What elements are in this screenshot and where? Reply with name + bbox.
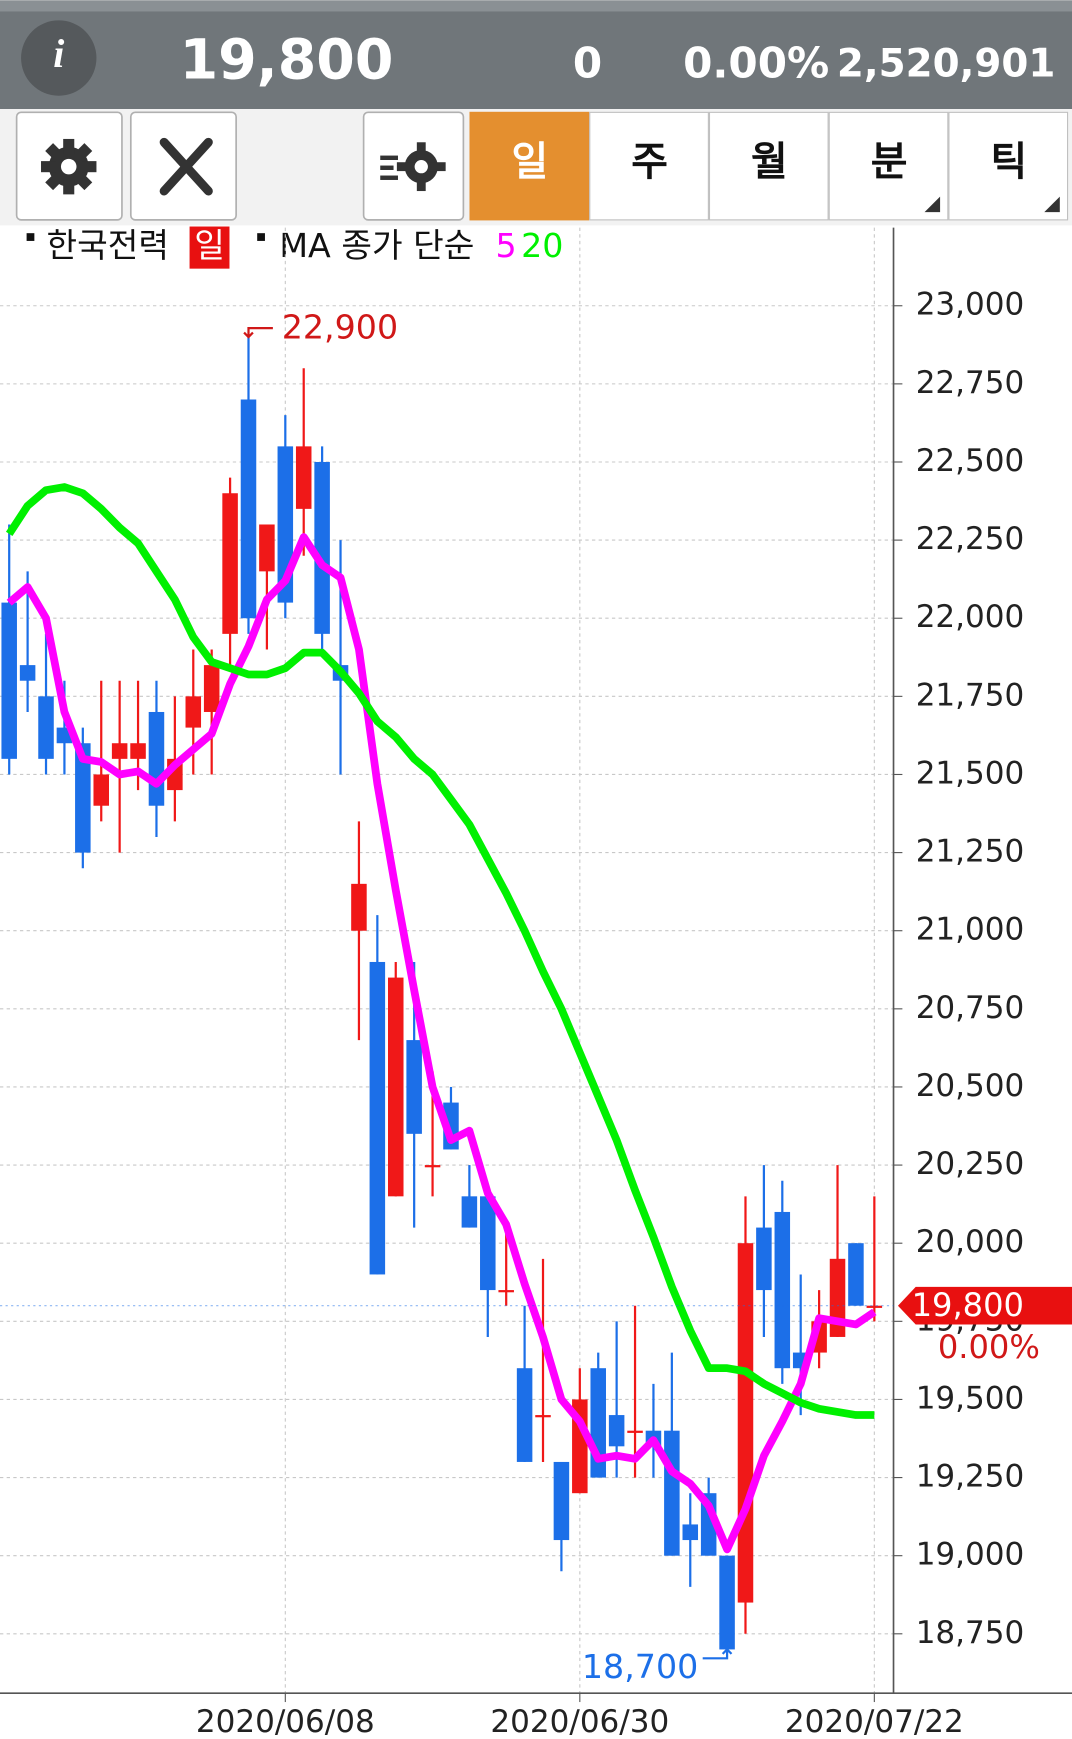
candle-body [756,1227,772,1291]
current-price: 19,800 [180,29,394,93]
y-tick-label: 20,750 [916,990,1025,1026]
chart-area [0,225,1072,1739]
candle-body [848,1243,864,1306]
y-tick-label: 22,750 [916,365,1025,401]
candle-body [295,446,312,509]
candle-body [608,1415,625,1447]
tab-label[interactable]: 틱 [990,139,1027,185]
candle-body [38,696,54,759]
candle-body [93,774,109,806]
tab-label[interactable]: 일 [512,139,549,185]
candle-body [222,493,238,634]
header-bar [0,0,1072,110]
x-tick-label: 2020/06/08 [196,1704,375,1739]
y-tick-label: 20,250 [916,1146,1025,1182]
y-tick-label: 21,250 [916,834,1025,870]
y-tick-label: 23,000 [916,287,1025,323]
candle-body [387,977,404,1197]
candle-body [185,696,202,728]
candle-body [461,1196,478,1228]
candle-body [737,1243,754,1603]
price-tag [897,1286,1072,1325]
change-rate: 0.00% [683,38,829,87]
tab-label[interactable]: 주 [631,139,668,185]
y-tick-label: 18,750 [916,1615,1025,1651]
tools-icon [159,137,213,196]
high-arrow [243,327,273,339]
y-tick-label: 19,500 [916,1380,1025,1416]
legend-symbol: 한국전력 [47,226,169,265]
low-arrow [702,1647,733,1660]
y-tick-label: 22,000 [916,599,1025,635]
x-tick-label: 2020/06/30 [490,1704,669,1739]
y-tick-label: 19,000 [916,1537,1025,1573]
candle-body [130,743,146,759]
tab[interactable] [708,111,829,221]
x-tick-label: 2020/07/22 [785,1704,964,1739]
plot: 18,75019,00019,25019,50019,75020,00020,2… [0,227,1072,1739]
candle-body [111,743,128,759]
tab[interactable] [469,111,590,221]
candle-body [351,883,367,931]
candle-body [682,1524,699,1541]
legend-ma-label: MA 종가 단순 [279,226,474,265]
candle-body [719,1555,735,1650]
candle-body [516,1368,533,1462]
candle-body [627,1430,643,1433]
price-tag-change: 0.00% [938,1328,1040,1366]
ma-line [6,533,877,1554]
candle-body [774,1211,791,1369]
legend-marker [257,233,265,241]
info-icon[interactable]: i [53,31,64,76]
y-tick-label: 21,500 [916,755,1025,791]
candle-body [148,711,165,806]
y-tick-label: 21,000 [916,912,1025,948]
candle-body [1,602,17,759]
legend-period-box [189,226,230,269]
tab[interactable] [589,111,709,221]
candle-body [369,961,386,1275]
header-top [0,0,1072,12]
tab[interactable] [828,111,949,221]
y-tick-label: 20,500 [916,1068,1025,1104]
tab[interactable] [948,111,1069,221]
candle-body [498,1290,514,1293]
indicator-icon [380,142,446,192]
info-button[interactable] [21,20,97,96]
candle-body [314,461,330,634]
price-change: 0 [573,38,602,87]
low-label: 18,700 [582,1647,698,1686]
y-tick-label: 20,000 [916,1224,1025,1260]
candle-body [19,665,36,681]
legend-period: 일 [194,226,225,265]
legend-ma-period: 5 [496,226,517,265]
candle-body [480,1196,496,1291]
candle-body [664,1430,680,1556]
legend-ma-period: 20 [521,226,563,265]
gear-icon [41,138,97,195]
tab-label[interactable]: 월 [751,139,788,185]
candle-body [553,1461,570,1541]
legend-marker [26,233,35,241]
candle-body [866,1305,883,1308]
candle-body [535,1415,551,1418]
volume: 2,520,901 [837,41,1055,86]
candle-body [203,665,220,712]
y-tick-label: 22,500 [916,443,1025,479]
tab-label[interactable]: 분 [871,139,908,185]
candle-body [406,1040,422,1134]
high-label: 22,900 [282,308,398,347]
y-tick-label: 21,750 [916,677,1025,713]
price-tag-label: 19,800 [912,1286,1024,1324]
candle-body [240,399,257,619]
y-tick-label: 19,250 [916,1459,1025,1495]
candle-body [424,1165,441,1168]
candle-body [259,524,275,572]
ma-line [5,483,875,1419]
y-tick-label: 22,250 [916,521,1025,557]
candle-body [75,743,91,853]
